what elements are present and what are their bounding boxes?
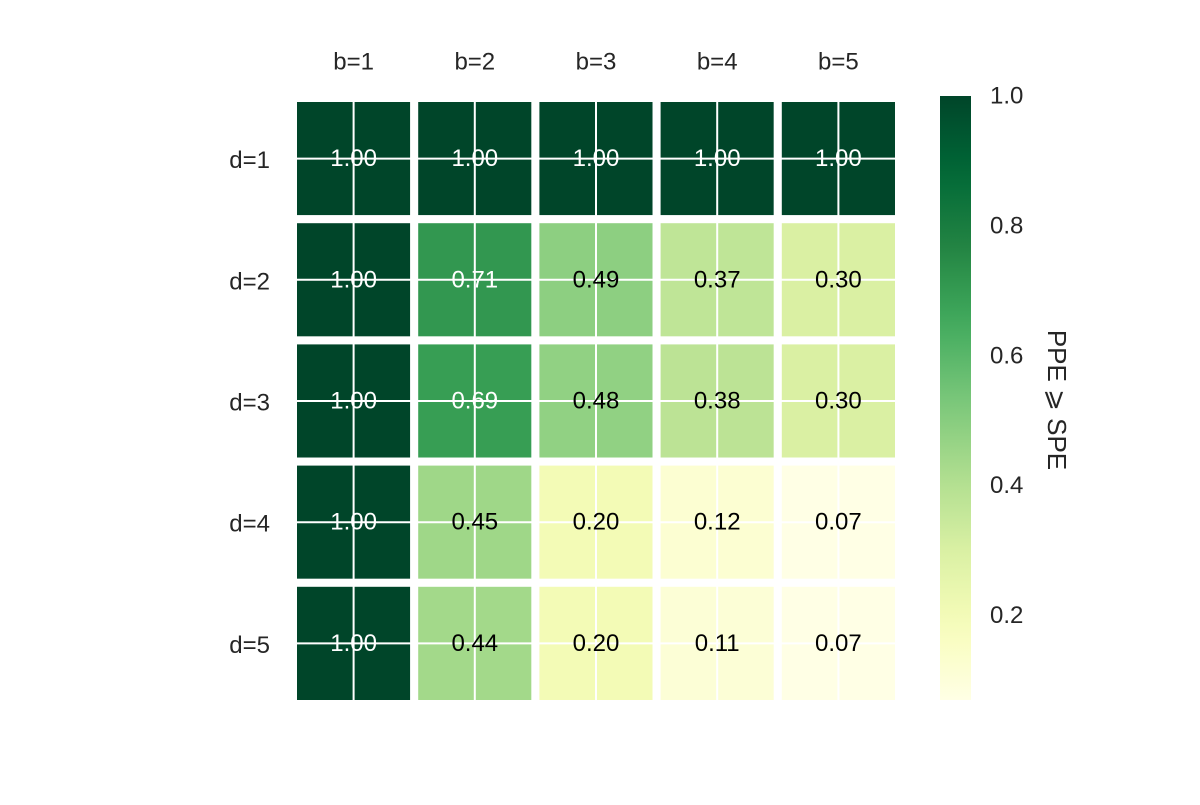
cell-value-label: 0.69 xyxy=(451,388,498,415)
colorbar-tick-labels: 0.2 0.4 0.6 0.8 1.0 xyxy=(990,83,1023,630)
cell-value-label: 1.00 xyxy=(573,145,620,172)
cell-value-label: 0.30 xyxy=(815,388,862,415)
cell-value-label: 1.00 xyxy=(330,266,377,293)
colorbar: 0.2 0.4 0.6 0.8 1.0 PPE ⩾ SPE xyxy=(940,83,1072,700)
cell-value-label: 0.37 xyxy=(694,266,741,293)
colorbar-gradient xyxy=(940,96,971,700)
x-tick-label: b=3 xyxy=(576,49,617,76)
cell-value-label: 1.00 xyxy=(815,145,862,172)
cell-value-label: 0.12 xyxy=(694,509,741,536)
x-axis-tick-labels: b=1 b=2 b=3 b=4 b=5 xyxy=(333,49,859,76)
cell-value-label: 0.45 xyxy=(451,509,498,536)
y-tick-label: d=2 xyxy=(229,268,270,295)
cell-value-label: 0.07 xyxy=(815,509,862,536)
cell-value-label: 0.38 xyxy=(694,388,741,415)
colorbar-label: PPE ⩾ SPE xyxy=(1042,330,1072,470)
heatmap-cell-labels: 1.00 1.00 1.00 1.00 1.00 1.00 0.71 0.49 0.37 0.30… xyxy=(330,145,862,657)
y-tick-label: d=5 xyxy=(229,632,270,659)
cell-value-label: 1.00 xyxy=(694,145,741,172)
cell-value-label: 0.49 xyxy=(573,266,620,293)
x-tick-label: b=1 xyxy=(333,49,374,76)
y-axis-tick-labels: d=1 d=2 d=3 d=4 d=5 xyxy=(229,147,270,659)
x-tick-label: b=5 xyxy=(818,49,859,76)
y-tick-label: d=1 xyxy=(229,147,270,174)
cell-value-label: 0.30 xyxy=(815,266,862,293)
x-tick-label: b=2 xyxy=(454,49,495,76)
cell-value-label: 0.20 xyxy=(573,509,620,536)
colorbar-tick-label: 0.8 xyxy=(990,212,1023,239)
x-tick-label: b=4 xyxy=(697,49,738,76)
cell-value-label: 0.11 xyxy=(695,630,740,657)
cell-value-label: 0.07 xyxy=(815,630,862,657)
cell-value-label: 0.71 xyxy=(451,266,498,293)
y-tick-label: d=3 xyxy=(229,390,270,417)
cell-value-label: 1.00 xyxy=(330,388,377,415)
cell-value-label: 1.00 xyxy=(451,145,498,172)
cell-value-label: 1.00 xyxy=(330,630,377,657)
cell-value-label: 1.00 xyxy=(330,145,377,172)
cell-value-label: 1.00 xyxy=(330,509,377,536)
colorbar-tick-label: 0.2 xyxy=(990,602,1023,629)
cell-value-label: 0.20 xyxy=(573,630,620,657)
cell-value-label: 0.48 xyxy=(573,388,620,415)
heatmap-gridlines xyxy=(293,98,899,704)
cell-value-label: 0.44 xyxy=(451,630,498,657)
y-tick-label: d=4 xyxy=(229,511,270,538)
colorbar-tick-label: 0.6 xyxy=(990,342,1023,369)
colorbar-tick-label: 1.0 xyxy=(990,83,1023,110)
colorbar-tick-label: 0.4 xyxy=(990,472,1023,499)
